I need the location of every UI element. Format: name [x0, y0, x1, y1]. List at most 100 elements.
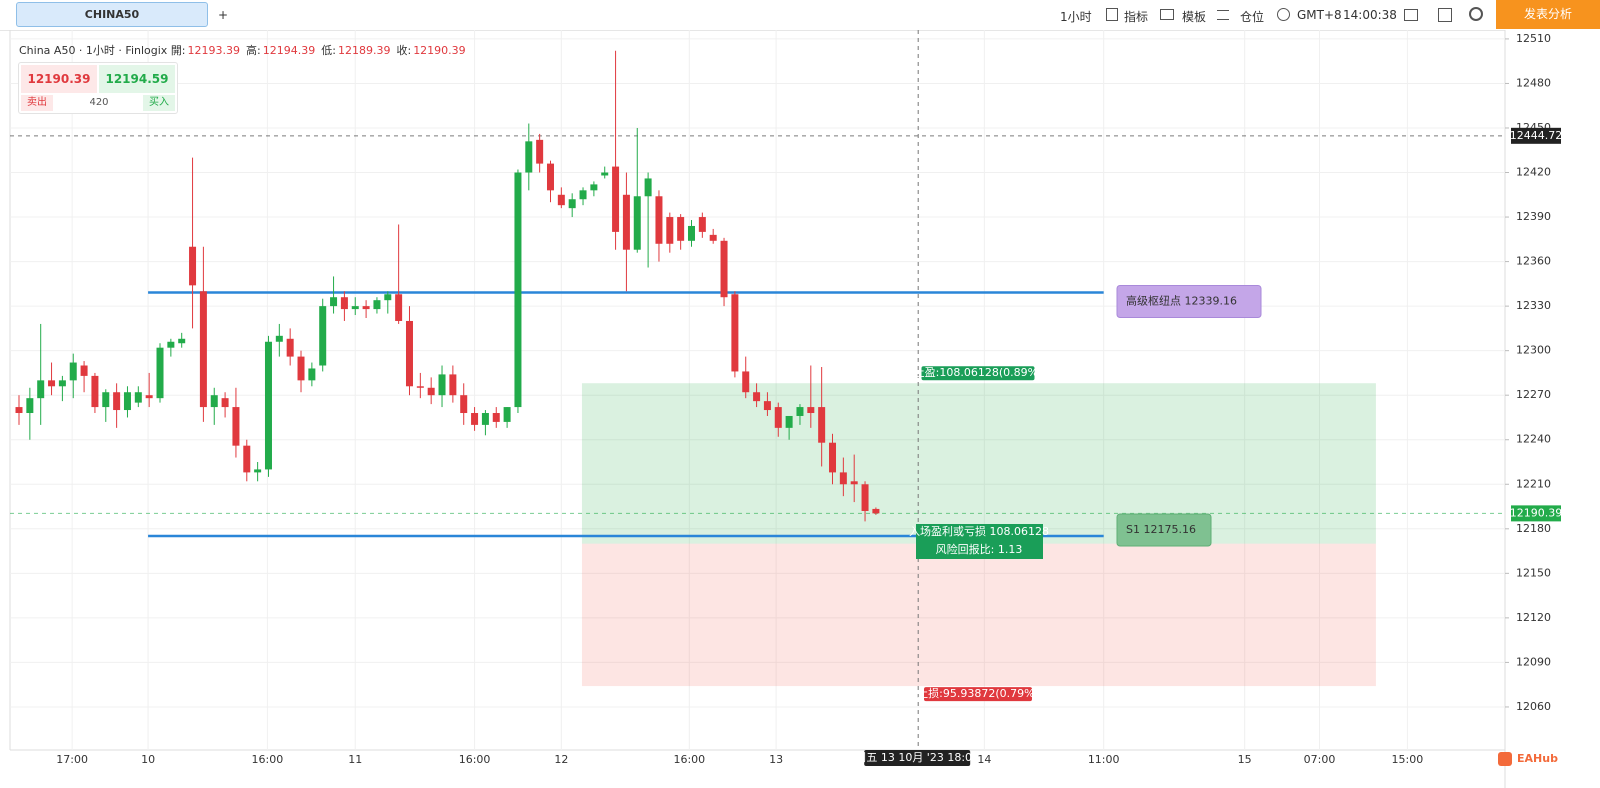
candle-body [416, 386, 424, 388]
candle-body [742, 371, 750, 393]
legend: China A50 · 1小时 · Finlogix 開: 12193.39 高: 1… [19, 42, 472, 58]
candle-body [687, 225, 695, 241]
buy-price[interactable]: 12194.59 [99, 65, 175, 93]
candle-body [796, 407, 804, 416]
symbol-tab[interactable]: CHINA50 [16, 2, 208, 27]
candle-body [568, 199, 576, 209]
candle-body [15, 407, 23, 414]
candle-body [818, 407, 826, 443]
interval[interactable]: 1小时 [1060, 10, 1092, 24]
candle-body [221, 398, 229, 408]
axis-panel [1505, 30, 1600, 750]
candle-body [774, 407, 782, 428]
icon[interactable] [1438, 8, 1452, 22]
clock: 14:00:38 [1343, 8, 1397, 22]
candle-body [145, 395, 153, 399]
sell-price[interactable]: 12190.39 [21, 65, 97, 93]
pnl-label: 入场盈利或亏损 108.06128 [909, 524, 1049, 538]
loss-zone [581, 543, 1376, 687]
y-tick-label: 12060 [1516, 700, 1551, 713]
value: 12190.39 [413, 44, 466, 57]
timezone[interactable]: GMT+8 [1297, 8, 1342, 22]
icon[interactable] [1469, 7, 1483, 21]
x-tick-label: 16:00 [673, 753, 705, 766]
candle-body [80, 365, 88, 376]
candle-body [167, 341, 175, 348]
y-tick-label: 12420 [1516, 166, 1551, 179]
candle-body [709, 234, 717, 241]
candle-body [254, 469, 262, 473]
candle-body [340, 297, 348, 310]
templates[interactable]: 模板 [1182, 10, 1207, 24]
candle-body [123, 392, 131, 411]
x-tick-label: 16:00 [252, 753, 284, 766]
x-tick-label: 14 [977, 753, 991, 766]
candle-body [264, 341, 272, 470]
candle-body [601, 172, 609, 176]
indicators[interactable]: 指标 [1124, 10, 1149, 24]
positions[interactable]: 仓位 [1240, 10, 1265, 24]
target-label-bg [921, 366, 1035, 381]
candle-body [199, 291, 207, 408]
candle-body [785, 415, 793, 428]
candle-body [546, 163, 554, 191]
icon[interactable] [1404, 9, 1418, 21]
candle-body [189, 246, 197, 286]
candle-body [536, 139, 544, 164]
buy-button[interactable]: 买入 [143, 95, 175, 111]
candle-body [427, 387, 435, 396]
sell-button[interactable]: 卖出 [21, 95, 53, 111]
candle-body [557, 194, 565, 206]
candle-body [134, 392, 142, 403]
icon [1106, 8, 1118, 21]
candle-body [829, 442, 837, 473]
y-tick-label: 12120 [1516, 611, 1551, 624]
x-tick-label: 12 [554, 753, 568, 766]
brand: EAHub [1517, 752, 1558, 765]
candle-body [633, 196, 641, 250]
x-tick-label: 10 [141, 753, 155, 766]
y-tick-label: 12180 [1516, 522, 1551, 535]
candle-body [26, 398, 34, 414]
candle-body [384, 294, 392, 301]
y-tick-label: 12210 [1516, 477, 1551, 490]
value: 12194.39 [262, 44, 316, 57]
candle-body [861, 484, 869, 511]
quantity[interactable]: 420 [89, 97, 109, 108]
x-tick-label: 07:00 [1304, 753, 1336, 766]
level-label: 高级枢纽点 12339.16 [1126, 294, 1237, 308]
candle-body [677, 217, 685, 241]
add-tab[interactable]: + [218, 8, 229, 22]
candle-body [91, 375, 99, 408]
candle-body [330, 297, 338, 307]
x-tick-label: 13 [769, 753, 783, 766]
candle-body [243, 445, 251, 473]
candle-body [286, 338, 294, 357]
icon [1277, 8, 1290, 21]
stop-label: 止损:95.93872(0.79%) [917, 686, 1039, 700]
price-tag-bg [1511, 127, 1561, 144]
pnl-bg [916, 524, 1043, 559]
x-tick-label: 15 [1238, 753, 1252, 766]
candle-body [731, 294, 739, 372]
price-tag: 12444.72 [1510, 129, 1563, 142]
publish-button[interactable]: 发表分析 [1496, 0, 1600, 29]
label: 開: [170, 44, 186, 57]
candle-body [763, 401, 771, 411]
candle-body [590, 184, 598, 191]
candle-body [178, 338, 186, 344]
trade-widget: 12190.39 12194.59 卖出 420 买入 [18, 62, 178, 114]
candle-body [308, 368, 316, 381]
candle-body [48, 380, 56, 387]
label: 低: [321, 44, 336, 57]
candle-body [102, 392, 110, 408]
candle-body [395, 294, 403, 321]
value: 12189.39 [337, 44, 391, 57]
candle-body [58, 380, 66, 387]
target-label: 止盈:108.06128(0.89%) [914, 366, 1043, 379]
candle-body [492, 413, 500, 422]
candle-body [460, 395, 468, 414]
y-tick-label: 12360 [1516, 255, 1551, 268]
candle-body [753, 392, 761, 402]
